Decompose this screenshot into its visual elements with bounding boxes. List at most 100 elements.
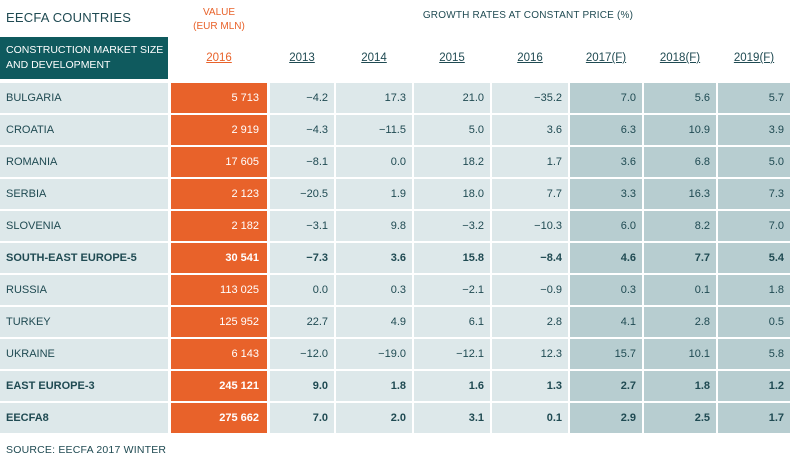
year-header-1: 2013: [289, 52, 315, 64]
growth-cell: −0.9: [492, 275, 568, 305]
growth-cell: 5.0: [718, 147, 790, 177]
value-cell: 2 123: [171, 179, 267, 209]
growth-cell: −4.3: [270, 115, 334, 145]
growth-cell: −3.2: [414, 211, 490, 241]
growth-cell: 0.1: [492, 403, 568, 433]
growth-cell: 9.8: [336, 211, 412, 241]
year-header-0: 2016: [206, 52, 232, 64]
value-column-heading: VALUE (EUR MLN): [171, 6, 267, 34]
value-cell: 5 713: [171, 83, 267, 113]
growth-cell: 1.7: [492, 147, 568, 177]
header-label: CONSTRUCTION MARKET SIZE AND DEVELOPMENT: [0, 37, 168, 79]
growth-cell: 7.0: [718, 211, 790, 241]
value-cell: 30 541: [171, 243, 267, 273]
growth-cell: −8.1: [270, 147, 334, 177]
row-label: BULGARIA: [0, 83, 168, 113]
growth-cell: 0.5: [718, 307, 790, 337]
growth-cell: 5.8: [718, 339, 790, 369]
row-label: TURKEY: [0, 307, 168, 337]
table-row: EECFA8 275 662 7.0 2.0 3.1 0.1 2.9 2.5 1.7: [0, 403, 790, 433]
value-cell: 17 605: [171, 147, 267, 177]
growth-cell: −3.1: [270, 211, 334, 241]
row-label: SOUTH-EAST EUROPE-5: [0, 243, 168, 273]
header-label-line1: CONSTRUCTION MARKET SIZE: [6, 44, 164, 56]
table-row: UKRAINE 6 143 −12.0 −19.0 −12.1 12.3 15.7 10.1 5…: [0, 339, 790, 369]
value-cell: 113 025: [171, 275, 267, 305]
growth-cell: 1.9: [336, 179, 412, 209]
growth-cell: −12.1: [414, 339, 490, 369]
growth-cell: 15.7: [570, 339, 642, 369]
header-label-line2: AND DEVELOPMENT: [6, 59, 111, 71]
source-note: SOURCE: EECFA 2017 WINTER: [6, 444, 167, 456]
growth-cell: 18.2: [414, 147, 490, 177]
growth-cell: 3.6: [336, 243, 412, 273]
growth-cell: −11.5: [336, 115, 412, 145]
growth-cell: 3.9: [718, 115, 790, 145]
growth-cell: 4.6: [570, 243, 642, 273]
table-row: SLOVENIA 2 182 −3.1 9.8 −3.2 −10.3 6.0 8.2 7.0: [0, 211, 790, 241]
growth-cell: 0.3: [336, 275, 412, 305]
value-heading-line1: VALUE: [202, 7, 236, 18]
growth-cell: −12.0: [270, 339, 334, 369]
growth-cell: 2.5: [644, 403, 716, 433]
growth-cell: 7.7: [492, 179, 568, 209]
growth-cell: 2.8: [644, 307, 716, 337]
value-heading-line2: (EUR MLN): [193, 21, 245, 32]
growth-cell: −8.4: [492, 243, 568, 273]
row-label: ROMANIA: [0, 147, 168, 177]
growth-cell: 17.3: [336, 83, 412, 113]
table-row: TURKEY 125 952 22.7 4.9 6.1 2.8 4.1 2.8 0.5: [0, 307, 790, 337]
year-header-5: 2017(F): [585, 52, 627, 64]
table-row: CROATIA 2 919 −4.3 −11.5 5.0 3.6 6.3 10.9 3.9: [0, 115, 790, 145]
value-cell: 6 143: [171, 339, 267, 369]
growth-rates-heading: GROWTH RATES AT CONSTANT PRICE (%): [422, 10, 634, 21]
growth-cell: 6.0: [570, 211, 642, 241]
growth-cell: −20.5: [270, 179, 334, 209]
table-title: EECFA COUNTRIES: [6, 10, 132, 25]
growth-cell: 12.3: [492, 339, 568, 369]
growth-cell: 7.3: [718, 179, 790, 209]
growth-cell: 4.1: [570, 307, 642, 337]
row-label: CROATIA: [0, 115, 168, 145]
growth-cell: 16.3: [644, 179, 716, 209]
growth-cell: 7.7: [644, 243, 716, 273]
growth-cell: 3.3: [570, 179, 642, 209]
growth-cell: 0.0: [336, 147, 412, 177]
growth-cell: 5.4: [718, 243, 790, 273]
growth-cell: 0.3: [570, 275, 642, 305]
table-row: SOUTH-EAST EUROPE-5 30 541 −7.3 3.6 15.8 −8.4…: [0, 243, 790, 273]
growth-cell: 1.8: [718, 275, 790, 305]
year-header-4: 2016: [517, 52, 543, 64]
growth-cell: 10.1: [644, 339, 716, 369]
value-cell: 275 662: [171, 403, 267, 433]
growth-cell: 1.7: [718, 403, 790, 433]
value-cell: 245 121: [171, 371, 267, 401]
value-cell: 2 182: [171, 211, 267, 241]
growth-cell: −19.0: [336, 339, 412, 369]
table-row: ROMANIA 17 605 −8.1 0.0 18.2 1.7 3.6 6.8 5.0: [0, 147, 790, 177]
growth-cell: −7.3: [270, 243, 334, 273]
growth-cell: −35.2: [492, 83, 568, 113]
value-cell: 125 952: [171, 307, 267, 337]
growth-cell: 7.0: [270, 403, 334, 433]
growth-cell: 7.0: [570, 83, 642, 113]
row-label: RUSSIA: [0, 275, 168, 305]
table-row: BULGARIA 5 713 −4.2 17.3 21.0 −35.2 7.0 5.6 5.7: [0, 83, 790, 113]
growth-cell: −10.3: [492, 211, 568, 241]
growth-cell: 3.1: [414, 403, 490, 433]
growth-cell: 15.8: [414, 243, 490, 273]
growth-cell: 1.2: [718, 371, 790, 401]
row-label: EAST EUROPE-3: [0, 371, 168, 401]
year-header-7: 2019(F): [733, 52, 775, 64]
growth-cell: 8.2: [644, 211, 716, 241]
growth-cell: 0.0: [270, 275, 334, 305]
year-header-3: 2015: [439, 52, 465, 64]
value-cell: 2 919: [171, 115, 267, 145]
growth-cell: 5.7: [718, 83, 790, 113]
growth-cell: 18.0: [414, 179, 490, 209]
growth-cell: 3.6: [492, 115, 568, 145]
growth-cell: −2.1: [414, 275, 490, 305]
growth-cell: 6.1: [414, 307, 490, 337]
growth-cell: 1.8: [644, 371, 716, 401]
growth-cell: 1.6: [414, 371, 490, 401]
